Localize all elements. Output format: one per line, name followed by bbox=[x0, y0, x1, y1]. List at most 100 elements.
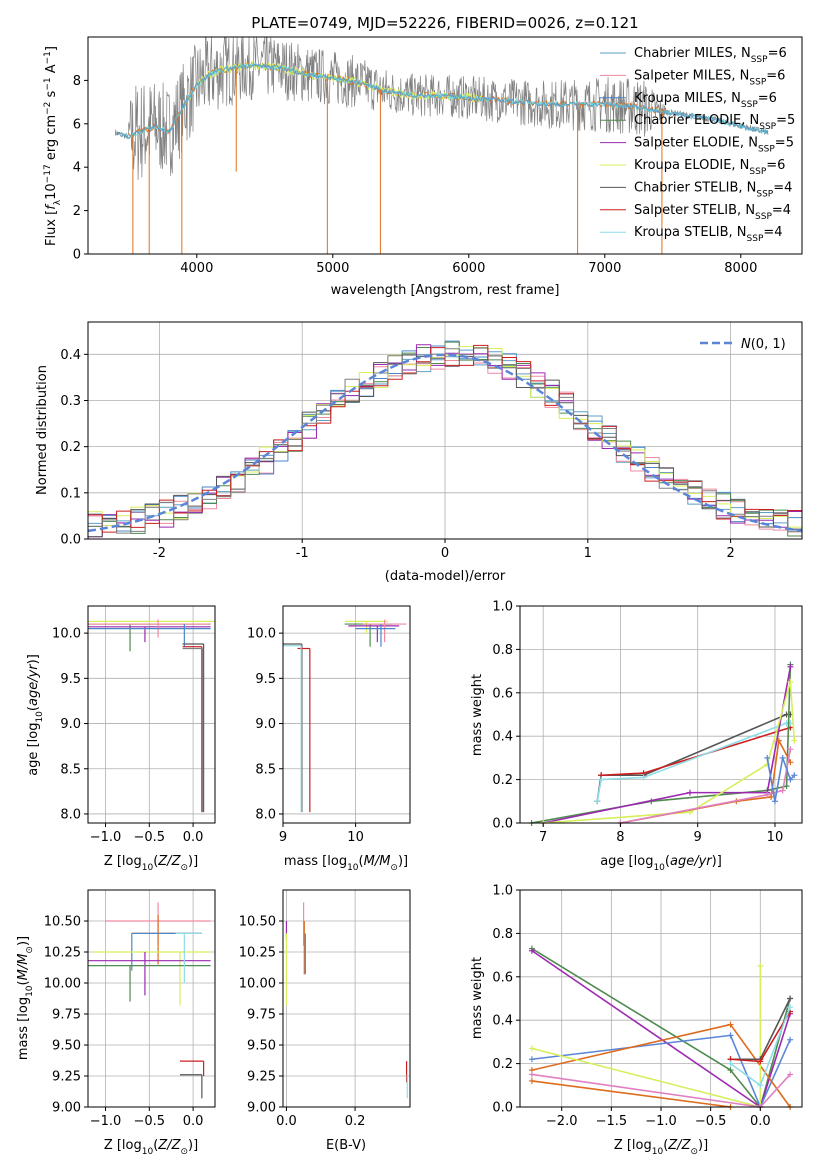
axes-frame bbox=[87, 889, 216, 1108]
y-tick-label: 8.5 bbox=[255, 762, 276, 777]
label-part: Flux [ bbox=[44, 210, 59, 246]
label-part: −2 bbox=[43, 102, 53, 115]
y-tick-label: 9.25 bbox=[247, 1070, 276, 1085]
label-part: 10 bbox=[35, 711, 45, 723]
x-tick-label: −1.0 bbox=[645, 1114, 677, 1129]
y-axis-label: Flux [fλ10−17 erg cm−2 s−1 A−1] bbox=[43, 46, 63, 246]
label-part: Salpeter MILES, N bbox=[634, 68, 749, 83]
x-tick-label: 0.0 bbox=[276, 1114, 297, 1129]
label-part: age [log bbox=[600, 854, 653, 869]
y-tick-label: 6 bbox=[73, 117, 81, 132]
label-part: ⊙ bbox=[25, 946, 35, 954]
histogram-step-line bbox=[88, 348, 802, 534]
x-tick-label: -2 bbox=[153, 546, 166, 561]
y-tick-label: 9.5 bbox=[255, 672, 276, 687]
label-part: )] bbox=[698, 1138, 708, 1153]
y-tick-label: 9.75 bbox=[247, 1008, 276, 1023]
y-tick-label: 9.0 bbox=[255, 717, 276, 732]
gaussian-curve bbox=[87, 353, 803, 533]
x-tick-label: −0.5 bbox=[134, 1114, 166, 1129]
legend-label: Kroupa MILES, NSSP=6 bbox=[634, 91, 777, 110]
y-axis-label: age [log10(age/yr)] bbox=[26, 654, 45, 776]
label-part: =4 bbox=[763, 225, 782, 240]
mass-vs-metallicity-panel: −1.0 −0.5 0.0 9.00 9.25 9.50 9.75 10.00 10.25 10.… bbox=[16, 889, 216, 1157]
x-tick-label: 0.2 bbox=[345, 1114, 366, 1129]
label-part: Kroupa ELODIE, N bbox=[634, 158, 749, 173]
label-part: age/yr bbox=[670, 854, 713, 869]
label-part: M/M bbox=[16, 954, 31, 981]
label-part: =5 bbox=[775, 136, 794, 151]
label-part: mass [log bbox=[16, 997, 31, 1060]
y-tick-label: 8 bbox=[73, 74, 81, 89]
series-line bbox=[543, 666, 792, 824]
label-part: Z [log bbox=[614, 1138, 652, 1153]
label-part: ] bbox=[44, 46, 59, 51]
legend-label: Salpeter STELIB, NSSP=4 bbox=[634, 203, 791, 222]
label-part: ⊙ bbox=[180, 863, 188, 873]
y-tick-label: 0.8 bbox=[492, 927, 513, 942]
x-tick-label: 8 bbox=[616, 830, 624, 845]
label-part: )] bbox=[188, 854, 198, 869]
label-part: ( bbox=[16, 980, 31, 985]
y-tick-label: 10.00 bbox=[44, 977, 81, 992]
label-part: ⊙ bbox=[180, 1147, 188, 1157]
y-tick-label: 10.50 bbox=[44, 915, 81, 930]
label-part: −1 bbox=[43, 51, 53, 64]
label-part: 10 bbox=[652, 1147, 664, 1157]
y-tick-label: 10.50 bbox=[239, 915, 276, 930]
x-tick-label: 2 bbox=[726, 546, 734, 561]
x-tick-label: −1.0 bbox=[90, 1114, 122, 1129]
label-part: 10 bbox=[44, 183, 59, 200]
y-tick-label: 8.5 bbox=[60, 762, 81, 777]
legend-label: Salpeter ELODIE, NSSP=5 bbox=[634, 136, 794, 155]
x-axis-label: Z [log10(Z/Z⊙)] bbox=[104, 854, 198, 873]
y-tick-label: 9.50 bbox=[247, 1039, 276, 1054]
label-part: Chabrier MILES, N bbox=[634, 46, 751, 61]
y-axis-label: Normed distribution bbox=[35, 365, 50, 495]
label-part: Salpeter STELIB, N bbox=[634, 203, 755, 218]
label-part: 10 bbox=[142, 863, 154, 873]
label-part: ( bbox=[665, 854, 670, 869]
x-axis-label: age [log10(age/yr)] bbox=[600, 854, 722, 873]
x-tick-label: 0.0 bbox=[750, 1114, 771, 1129]
y-axis-label: mass weight bbox=[470, 957, 485, 1039]
label-part: 10 bbox=[653, 863, 665, 873]
x-tick-label: 10 bbox=[767, 830, 784, 845]
y-tick-label: 9.5 bbox=[60, 672, 81, 687]
x-axis-label: wavelength [Angstrom, rest frame] bbox=[331, 283, 560, 298]
y-tick-label: 9.0 bbox=[60, 717, 81, 732]
axes-frame bbox=[282, 889, 411, 1108]
label-part: Z/Z bbox=[157, 854, 181, 869]
x-tick-label: 7 bbox=[539, 830, 547, 845]
label-part: ⊙ bbox=[390, 863, 398, 873]
label-part: 10 bbox=[25, 985, 35, 997]
x-tick-label: −0.5 bbox=[695, 1114, 727, 1129]
mass-weight-vs-metallicity-panel: −2.0 −1.5 −1.0 −0.5 0.0 0.0 0.2 0.4 0.6 0.8 1.0 Z [… bbox=[470, 884, 803, 1157]
figure-title: PLATE=0749, MJD=52226, FIBERID=0026, z=0… bbox=[251, 14, 638, 32]
series-line bbox=[531, 947, 791, 1108]
x-axis-label: mass [log10(M/M⊙)] bbox=[284, 854, 408, 873]
legend-label: Kroupa ELODIE, NSSP=6 bbox=[634, 158, 785, 177]
y-axis-label: mass weight bbox=[470, 674, 485, 756]
label-part: Z [log bbox=[104, 1138, 142, 1153]
y-tick-label: 0.6 bbox=[492, 970, 513, 985]
x-axis-label: (data-model)/error bbox=[385, 569, 506, 584]
x-tick-label: 9 bbox=[694, 830, 702, 845]
label-part: −1 bbox=[43, 77, 53, 90]
label-part: ( bbox=[153, 1138, 158, 1153]
label-part: ( bbox=[153, 854, 158, 869]
series-line bbox=[531, 1080, 731, 1108]
y-tick-label: 10.25 bbox=[44, 946, 81, 961]
y-tick-label: 0.2 bbox=[60, 440, 81, 455]
age-vs-metallicity-panel: −1.0 −0.5 0.08.08.59.09.510.0Z [log10(Z/Z⊙… bbox=[26, 605, 216, 873]
label-part: 10 bbox=[142, 1147, 154, 1157]
x-axis-label: E(B-V) bbox=[326, 1138, 366, 1153]
label-part: SSP bbox=[741, 100, 758, 110]
x-tick-label: 0.0 bbox=[183, 830, 204, 845]
label-part: age [log bbox=[26, 723, 41, 776]
label-part: erg cm bbox=[44, 115, 59, 164]
y-tick-label: 0.6 bbox=[492, 686, 513, 701]
label-part: mass [log bbox=[284, 854, 347, 869]
label-part: ( bbox=[26, 706, 41, 711]
